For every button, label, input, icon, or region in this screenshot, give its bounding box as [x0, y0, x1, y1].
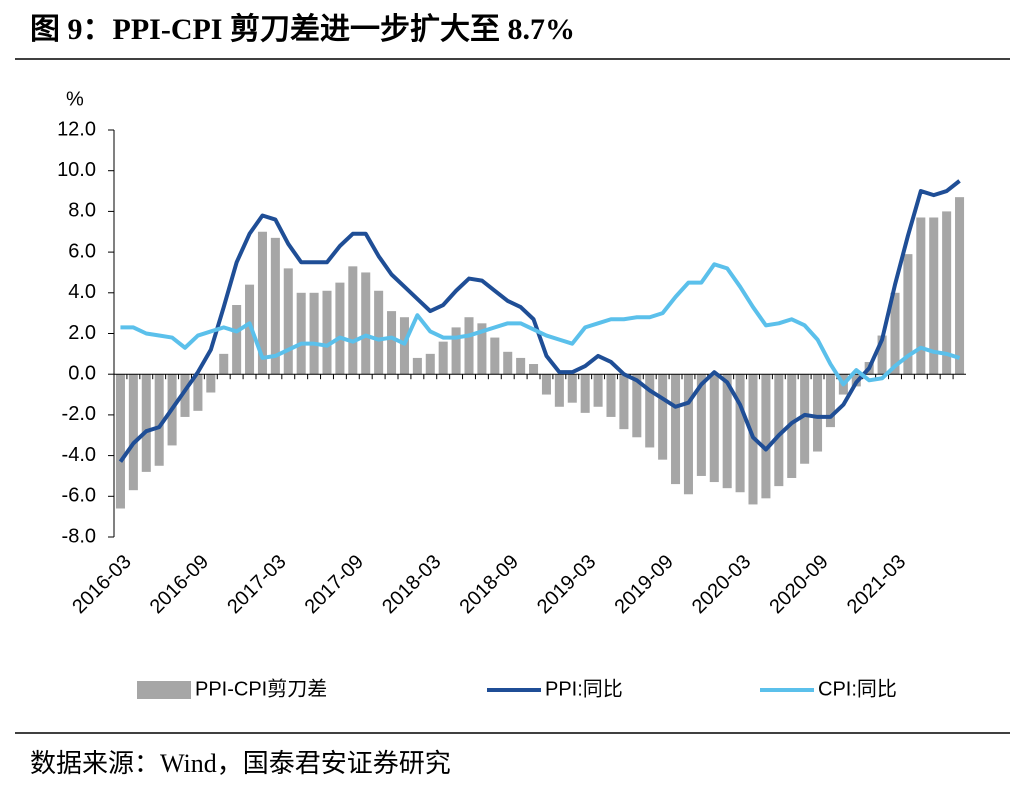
bar	[503, 351, 513, 375]
x-tick-label: 2017-03	[223, 551, 290, 618]
line	[118, 179, 961, 463]
bar	[270, 237, 280, 375]
bar	[399, 317, 409, 375]
line	[120, 262, 961, 387]
legend-label: PPI-CPI剪刀差	[195, 677, 327, 700]
chart-title: 图 9：PPI-CPI 剪刀差进一步扩大至 8.7%	[30, 13, 575, 46]
x-tick-label: 2017-09	[301, 551, 368, 618]
x-tick-label: 2018-03	[378, 551, 445, 618]
y-tick-label: 0.0	[68, 362, 96, 384]
bar	[245, 284, 255, 375]
y-tick-label: -2.0	[62, 403, 96, 425]
bar	[813, 374, 823, 452]
bar	[141, 374, 151, 472]
bar	[115, 374, 125, 509]
y-unit: %	[66, 88, 84, 110]
bar	[929, 217, 939, 375]
legend-label: PPI:同比	[545, 677, 623, 700]
y-tick-label: 6.0	[68, 240, 96, 262]
y-tick-label: 12.0	[57, 118, 96, 140]
bar	[877, 335, 887, 375]
bar	[219, 353, 229, 375]
bar	[490, 337, 500, 375]
bar	[128, 374, 138, 491]
bar	[683, 374, 693, 495]
bar	[554, 374, 564, 407]
bar	[374, 290, 384, 375]
bar	[154, 374, 164, 466]
x-tick-label: 2018-09	[456, 551, 523, 618]
x-tick-label: 2016-03	[68, 551, 135, 618]
x-tick-label: 2016-09	[146, 551, 213, 618]
bar	[425, 353, 435, 375]
bar	[955, 197, 965, 375]
bar	[322, 290, 332, 375]
y-tick-label: -4.0	[62, 444, 96, 466]
bar	[722, 374, 732, 489]
x-tick-label: 2021-03	[843, 551, 910, 618]
bar	[348, 266, 358, 375]
bar	[296, 292, 306, 375]
bar	[257, 231, 267, 375]
x-tick-label: 2019-09	[610, 551, 677, 618]
x-tick-label: 2020-03	[688, 551, 755, 618]
bar	[696, 374, 706, 476]
bar	[335, 282, 345, 375]
y-tick-label: 10.0	[57, 159, 96, 181]
bar	[438, 341, 448, 375]
x-tick-label: 2019-03	[533, 551, 600, 618]
bar	[516, 357, 526, 375]
bar	[477, 323, 487, 375]
bar	[464, 317, 474, 375]
bar	[580, 374, 590, 413]
bar	[180, 374, 190, 417]
bar	[232, 305, 242, 375]
bar	[709, 374, 719, 483]
bar	[903, 254, 913, 375]
y-tick-label: 2.0	[68, 322, 96, 344]
y-tick-label: -8.0	[62, 525, 96, 547]
source: 数据来源：Wind，国泰君安证券研究	[30, 749, 451, 778]
bar	[412, 357, 422, 375]
bar	[787, 374, 797, 478]
bar	[451, 327, 461, 375]
bar	[658, 374, 668, 460]
bar	[193, 374, 203, 411]
legend-swatch	[137, 681, 191, 699]
bar	[735, 374, 745, 493]
bar	[916, 217, 926, 375]
bar	[387, 311, 397, 375]
bar	[825, 374, 835, 428]
y-tick-label: 8.0	[68, 200, 96, 222]
bar	[774, 374, 784, 487]
bar	[206, 374, 216, 393]
bar	[309, 292, 319, 375]
bar	[619, 374, 629, 430]
bar	[761, 374, 771, 499]
legend-label: CPI:同比	[818, 677, 897, 700]
bar	[361, 272, 371, 375]
x-tick-label: 2020-09	[765, 551, 832, 618]
bar	[942, 211, 952, 375]
bar	[567, 374, 577, 403]
bar	[645, 374, 655, 448]
bar	[541, 374, 551, 395]
bar	[632, 374, 642, 438]
bar	[593, 374, 603, 407]
bar	[283, 268, 293, 375]
y-tick-label: -6.0	[62, 485, 96, 507]
bar	[671, 374, 681, 485]
bar	[890, 292, 900, 375]
bar	[529, 364, 539, 375]
y-tick-label: 4.0	[68, 281, 96, 303]
bar	[800, 374, 810, 464]
bar	[606, 374, 616, 417]
